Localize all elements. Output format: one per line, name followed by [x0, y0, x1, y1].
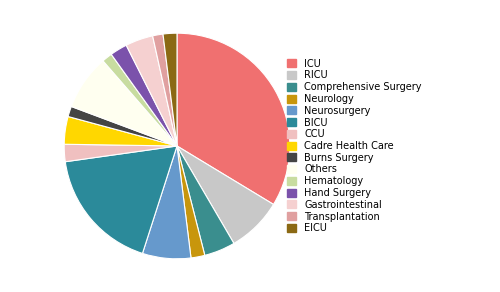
Wedge shape	[177, 146, 274, 244]
Wedge shape	[126, 36, 177, 146]
Wedge shape	[177, 146, 234, 255]
Wedge shape	[64, 144, 177, 162]
Wedge shape	[64, 117, 177, 146]
Wedge shape	[66, 146, 177, 253]
Wedge shape	[142, 146, 191, 259]
Legend: ICU, RICU, Comprehensive Surgery, Neurology, Neurosurgery, BICU, CCU, Cadre Heal: ICU, RICU, Comprehensive Surgery, Neurol…	[286, 59, 422, 233]
Wedge shape	[163, 33, 177, 146]
Wedge shape	[152, 34, 177, 146]
Wedge shape	[68, 107, 177, 146]
Wedge shape	[177, 146, 205, 258]
Wedge shape	[177, 33, 290, 204]
Wedge shape	[72, 61, 177, 146]
Wedge shape	[112, 45, 177, 146]
Wedge shape	[103, 54, 177, 146]
